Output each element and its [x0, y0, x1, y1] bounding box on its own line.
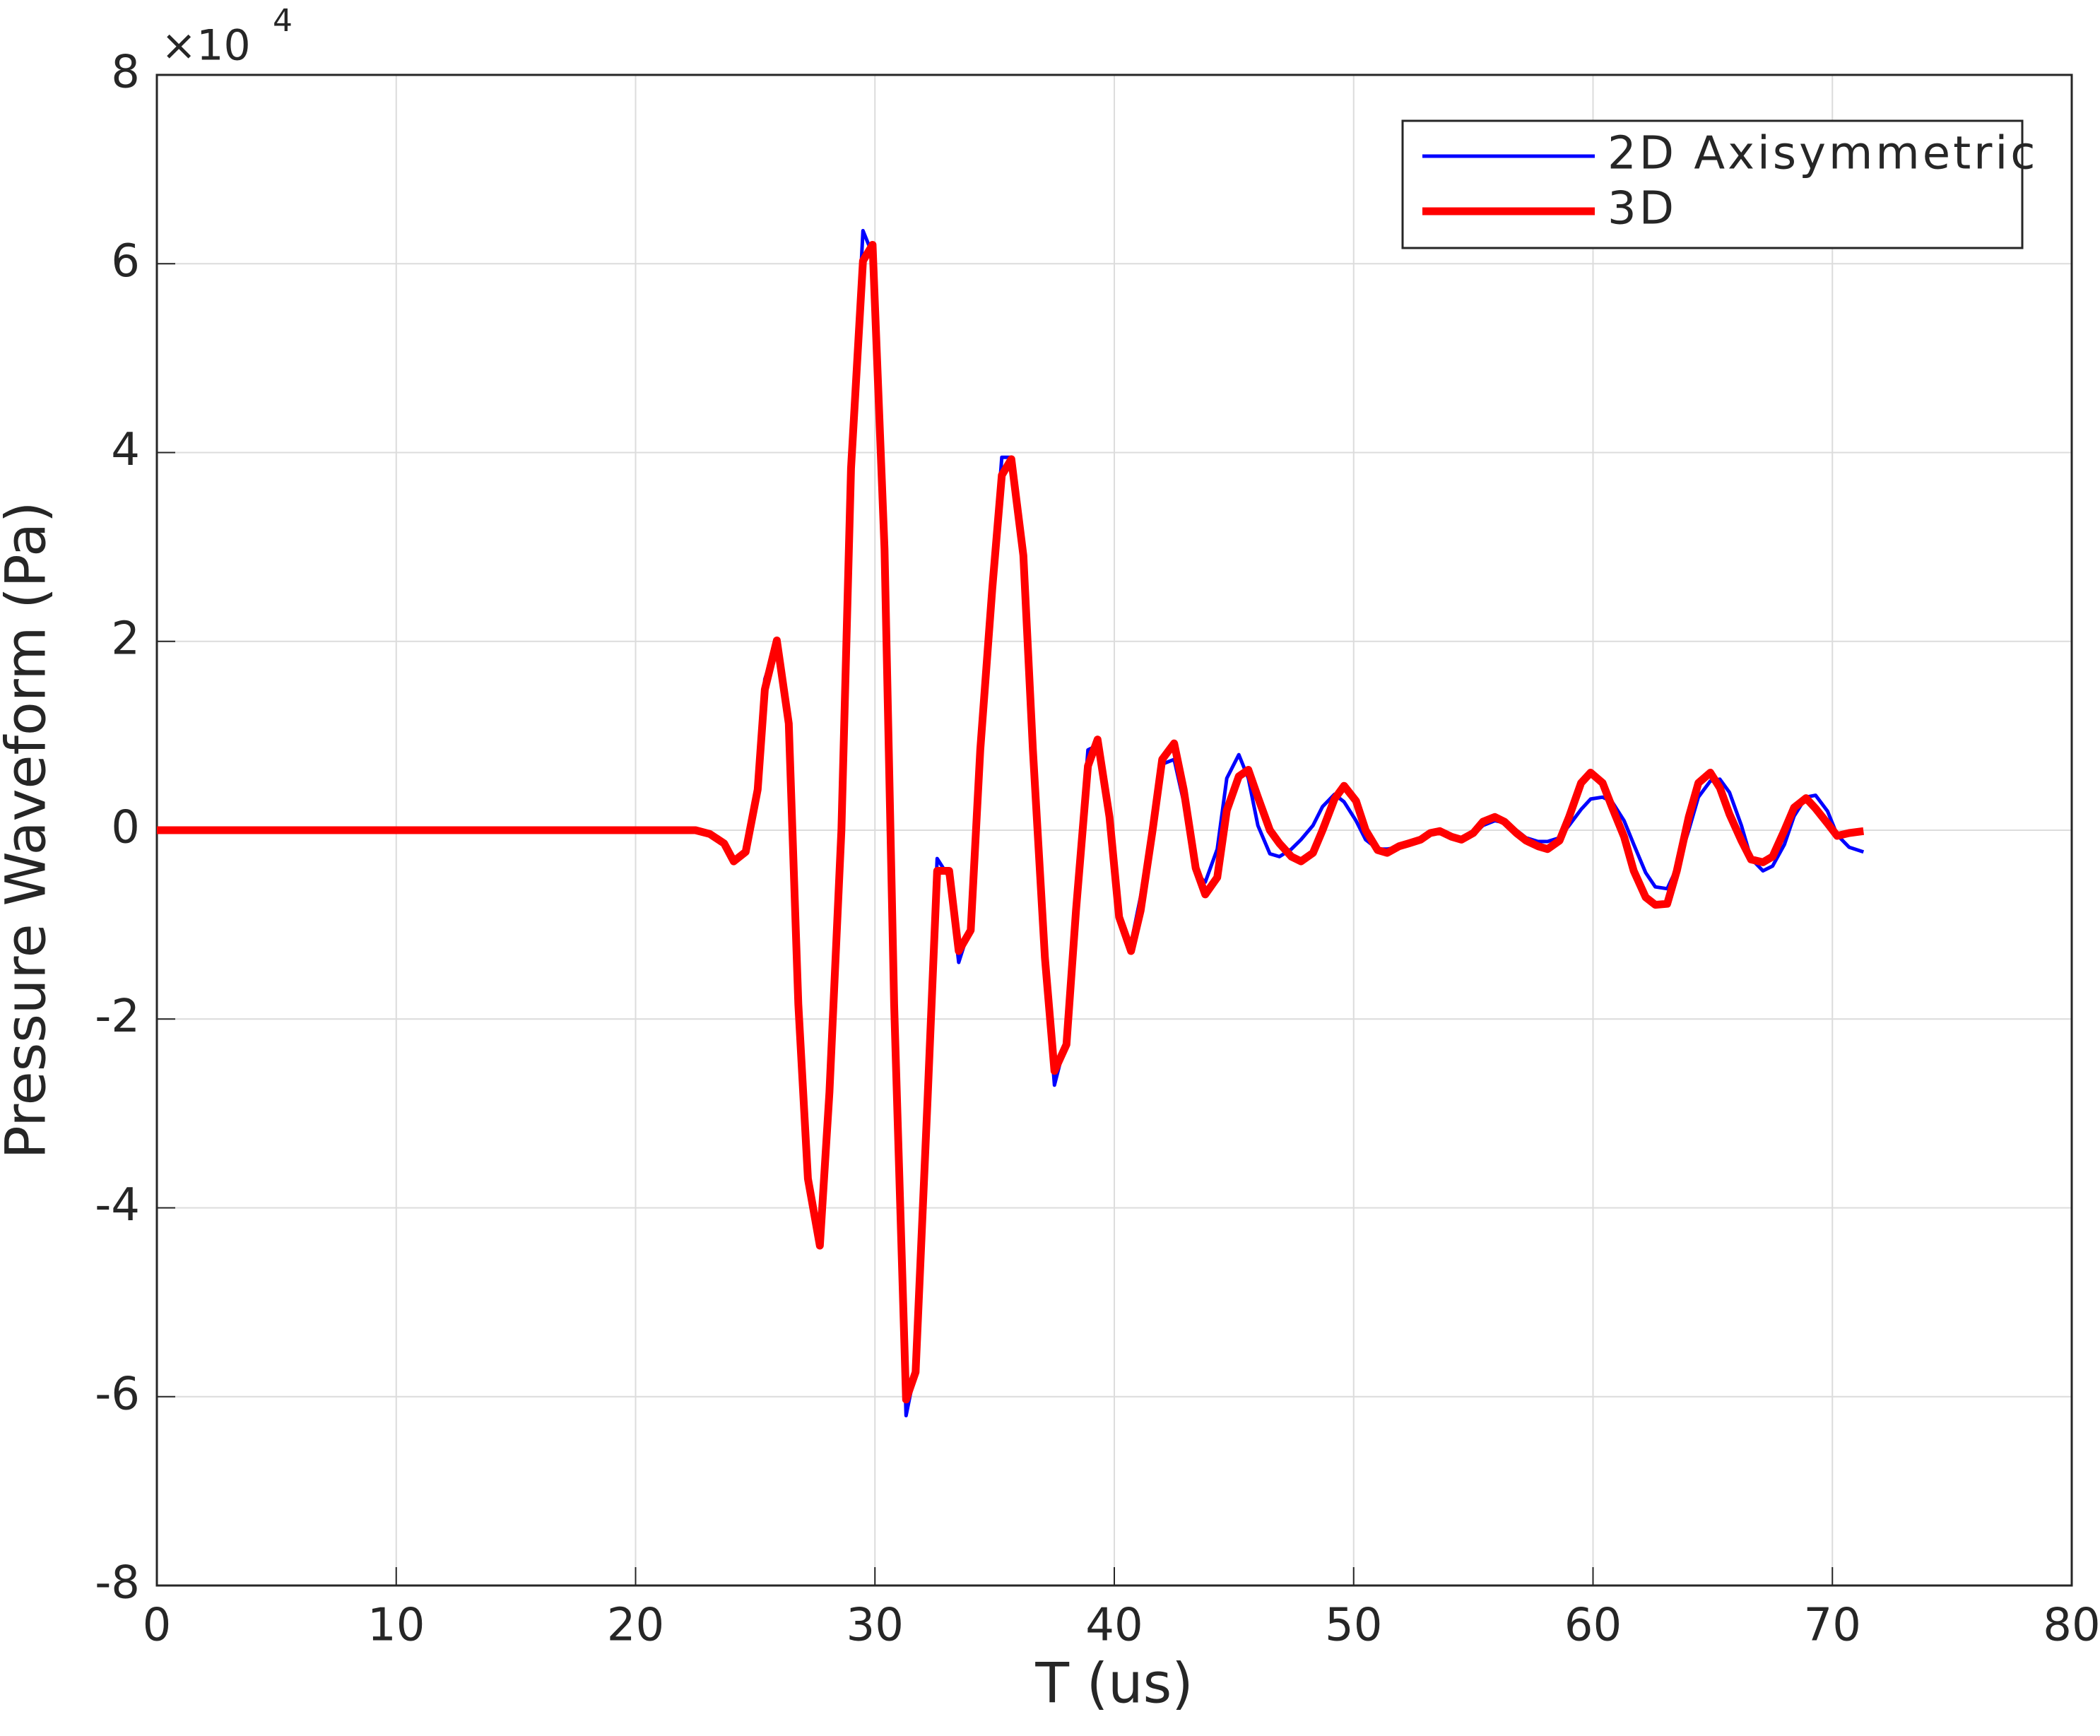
x-tick-label: 0 — [143, 1600, 172, 1652]
x-tick-label: 70 — [1804, 1600, 1861, 1652]
x-tick-label: 40 — [1085, 1600, 1143, 1652]
y-tick-label: 0 — [111, 802, 140, 854]
x-tick-label: 50 — [1325, 1600, 1382, 1652]
y-tick-label: 8 — [111, 47, 140, 99]
y-tick-label: -4 — [95, 1179, 140, 1232]
x-axis-label: T (us) — [1034, 1652, 1193, 1716]
legend-label: 3D — [1608, 183, 1677, 235]
legend-label: 2D Axisymmetric — [1608, 128, 2038, 180]
x-tick-label: 30 — [847, 1600, 904, 1652]
y-tick-label: 2 — [111, 613, 140, 665]
x-tick-label: 80 — [2043, 1600, 2100, 1652]
y-tick-label: -2 — [95, 991, 140, 1043]
x-tick-label: 10 — [367, 1600, 425, 1652]
y-tick-label: -6 — [95, 1368, 140, 1420]
y-multiplier: ×10 — [161, 21, 251, 71]
y-axis-label: Pressure Waveform (Pa) — [0, 502, 58, 1159]
x-tick-label: 20 — [607, 1600, 664, 1652]
y-tick-label: 6 — [111, 235, 140, 288]
y-tick-label: 4 — [111, 424, 140, 476]
series-line — [157, 229, 1865, 1417]
y-multiplier-exponent: 4 — [273, 3, 293, 39]
x-tick-label: 60 — [1564, 1600, 1622, 1652]
series-line — [157, 241, 1865, 1404]
legend-box — [1401, 119, 2024, 249]
y-tick-label: -8 — [95, 1557, 140, 1610]
